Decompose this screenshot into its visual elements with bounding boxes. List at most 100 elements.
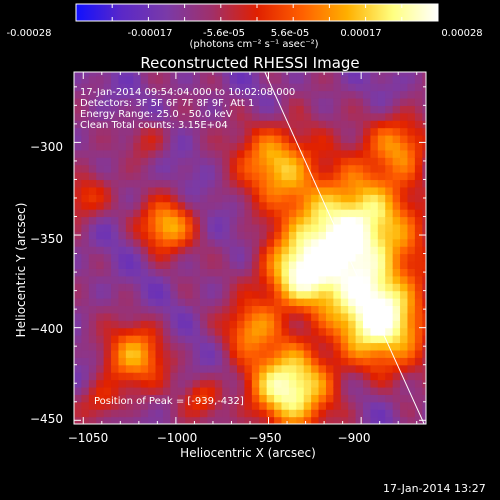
heatmap-cell bbox=[296, 201, 305, 210]
heatmap-cell bbox=[103, 105, 112, 114]
heatmap-cell bbox=[281, 149, 290, 158]
heatmap-cell bbox=[325, 253, 334, 262]
heatmap-cell bbox=[407, 120, 416, 129]
heatmap-cell bbox=[118, 231, 127, 240]
heatmap-cell bbox=[118, 268, 127, 277]
heatmap-cell bbox=[311, 364, 320, 373]
heatmap-cell bbox=[303, 209, 312, 218]
heatmap-cell bbox=[148, 201, 157, 210]
heatmap-cell bbox=[207, 386, 216, 395]
heatmap-cell bbox=[340, 164, 349, 173]
heatmap-cell bbox=[414, 157, 423, 166]
heatmap-cell bbox=[207, 209, 216, 218]
heatmap-cell bbox=[392, 201, 401, 210]
heatmap-cell bbox=[370, 231, 379, 240]
heatmap-cell bbox=[340, 223, 349, 232]
heatmap-cell bbox=[118, 298, 127, 307]
heatmap-cell bbox=[96, 275, 105, 284]
heatmap-cell bbox=[118, 260, 127, 269]
heatmap-cell bbox=[318, 268, 327, 277]
heatmap-cell bbox=[355, 320, 364, 329]
heatmap-cell bbox=[185, 357, 194, 366]
heatmap-cell bbox=[400, 157, 409, 166]
heatmap-cell bbox=[296, 127, 305, 136]
heatmap-cell bbox=[81, 134, 90, 143]
heatmap-cell bbox=[125, 312, 134, 321]
heatmap-cell bbox=[318, 231, 327, 240]
heatmap-cell bbox=[296, 112, 305, 121]
heatmap-cell bbox=[96, 268, 105, 277]
heatmap-cell bbox=[281, 127, 290, 136]
heatmap-cell bbox=[407, 105, 416, 114]
heatmap-cell bbox=[296, 134, 305, 143]
heatmap-cell bbox=[74, 305, 83, 314]
heatmap-cell bbox=[88, 164, 97, 173]
heatmap-cell bbox=[88, 349, 97, 358]
heatmap-cell bbox=[363, 416, 372, 424]
heatmap-cell bbox=[125, 364, 134, 373]
heatmap-cell bbox=[370, 75, 379, 84]
heatmap-cell bbox=[407, 186, 416, 195]
heatmap-cell bbox=[266, 357, 275, 366]
heatmap-cell bbox=[81, 216, 90, 225]
heatmap-cell bbox=[237, 75, 246, 84]
heatmap-cell bbox=[400, 72, 409, 77]
heatmap-cell bbox=[303, 312, 312, 321]
heatmap-cell bbox=[303, 134, 312, 143]
heatmap-cell bbox=[348, 409, 357, 418]
heatmap-cell bbox=[229, 312, 238, 321]
heatmap-cell bbox=[400, 275, 409, 284]
heatmap-cell bbox=[325, 134, 334, 143]
heatmap-cell bbox=[355, 275, 364, 284]
heatmap-cell bbox=[237, 72, 246, 77]
heatmap-cell bbox=[162, 179, 171, 188]
heatmap-cell bbox=[281, 75, 290, 84]
heatmap-cell bbox=[288, 97, 297, 106]
heatmap-cell bbox=[148, 386, 157, 395]
heatmap-cell bbox=[385, 209, 394, 218]
heatmap-cell bbox=[207, 75, 216, 84]
heatmap-cell bbox=[303, 142, 312, 151]
heatmap-cell bbox=[318, 157, 327, 166]
heatmap-cell bbox=[148, 157, 157, 166]
heatmap-cell bbox=[177, 401, 186, 410]
heatmap-cell bbox=[96, 394, 105, 403]
heatmap-cell bbox=[148, 246, 157, 255]
heatmap-cell bbox=[81, 238, 90, 247]
heatmap-cell bbox=[214, 342, 223, 351]
heatmap-cell bbox=[355, 172, 364, 181]
heatmap-cell bbox=[340, 416, 349, 424]
heatmap-cell bbox=[333, 201, 342, 210]
heatmap-cell bbox=[318, 290, 327, 299]
heatmap-cell bbox=[414, 246, 423, 255]
heatmap-cell bbox=[414, 83, 423, 92]
heatmap-cell bbox=[303, 253, 312, 262]
heatmap-cell bbox=[281, 335, 290, 344]
heatmap-cell bbox=[355, 201, 364, 210]
heatmap-cell bbox=[207, 379, 216, 388]
heatmap-cell bbox=[140, 127, 149, 136]
heatmap-cell bbox=[400, 209, 409, 218]
heatmap-cell bbox=[333, 401, 342, 410]
heatmap-cell bbox=[103, 72, 112, 77]
heatmap-cell bbox=[318, 97, 327, 106]
heatmap-cell bbox=[355, 97, 364, 106]
heatmap-cell bbox=[274, 112, 283, 121]
heatmap-cell bbox=[363, 164, 372, 173]
heatmap-cell bbox=[207, 194, 216, 203]
heatmap-cell bbox=[385, 327, 394, 336]
heatmap-cell bbox=[296, 364, 305, 373]
heatmap-cell bbox=[325, 223, 334, 232]
heatmap-cell bbox=[266, 231, 275, 240]
heatmap-cell bbox=[214, 83, 223, 92]
heatmap-cell bbox=[311, 342, 320, 351]
heatmap-cell bbox=[111, 349, 120, 358]
heatmap-cell bbox=[103, 401, 112, 410]
heatmap-cell bbox=[244, 238, 253, 247]
heatmap-cell bbox=[251, 120, 260, 129]
heatmap-cell bbox=[185, 157, 194, 166]
heatmap-cell bbox=[170, 342, 179, 351]
heatmap-cell bbox=[407, 386, 416, 395]
heatmap-cell bbox=[333, 223, 342, 232]
heatmap-cell bbox=[237, 409, 246, 418]
